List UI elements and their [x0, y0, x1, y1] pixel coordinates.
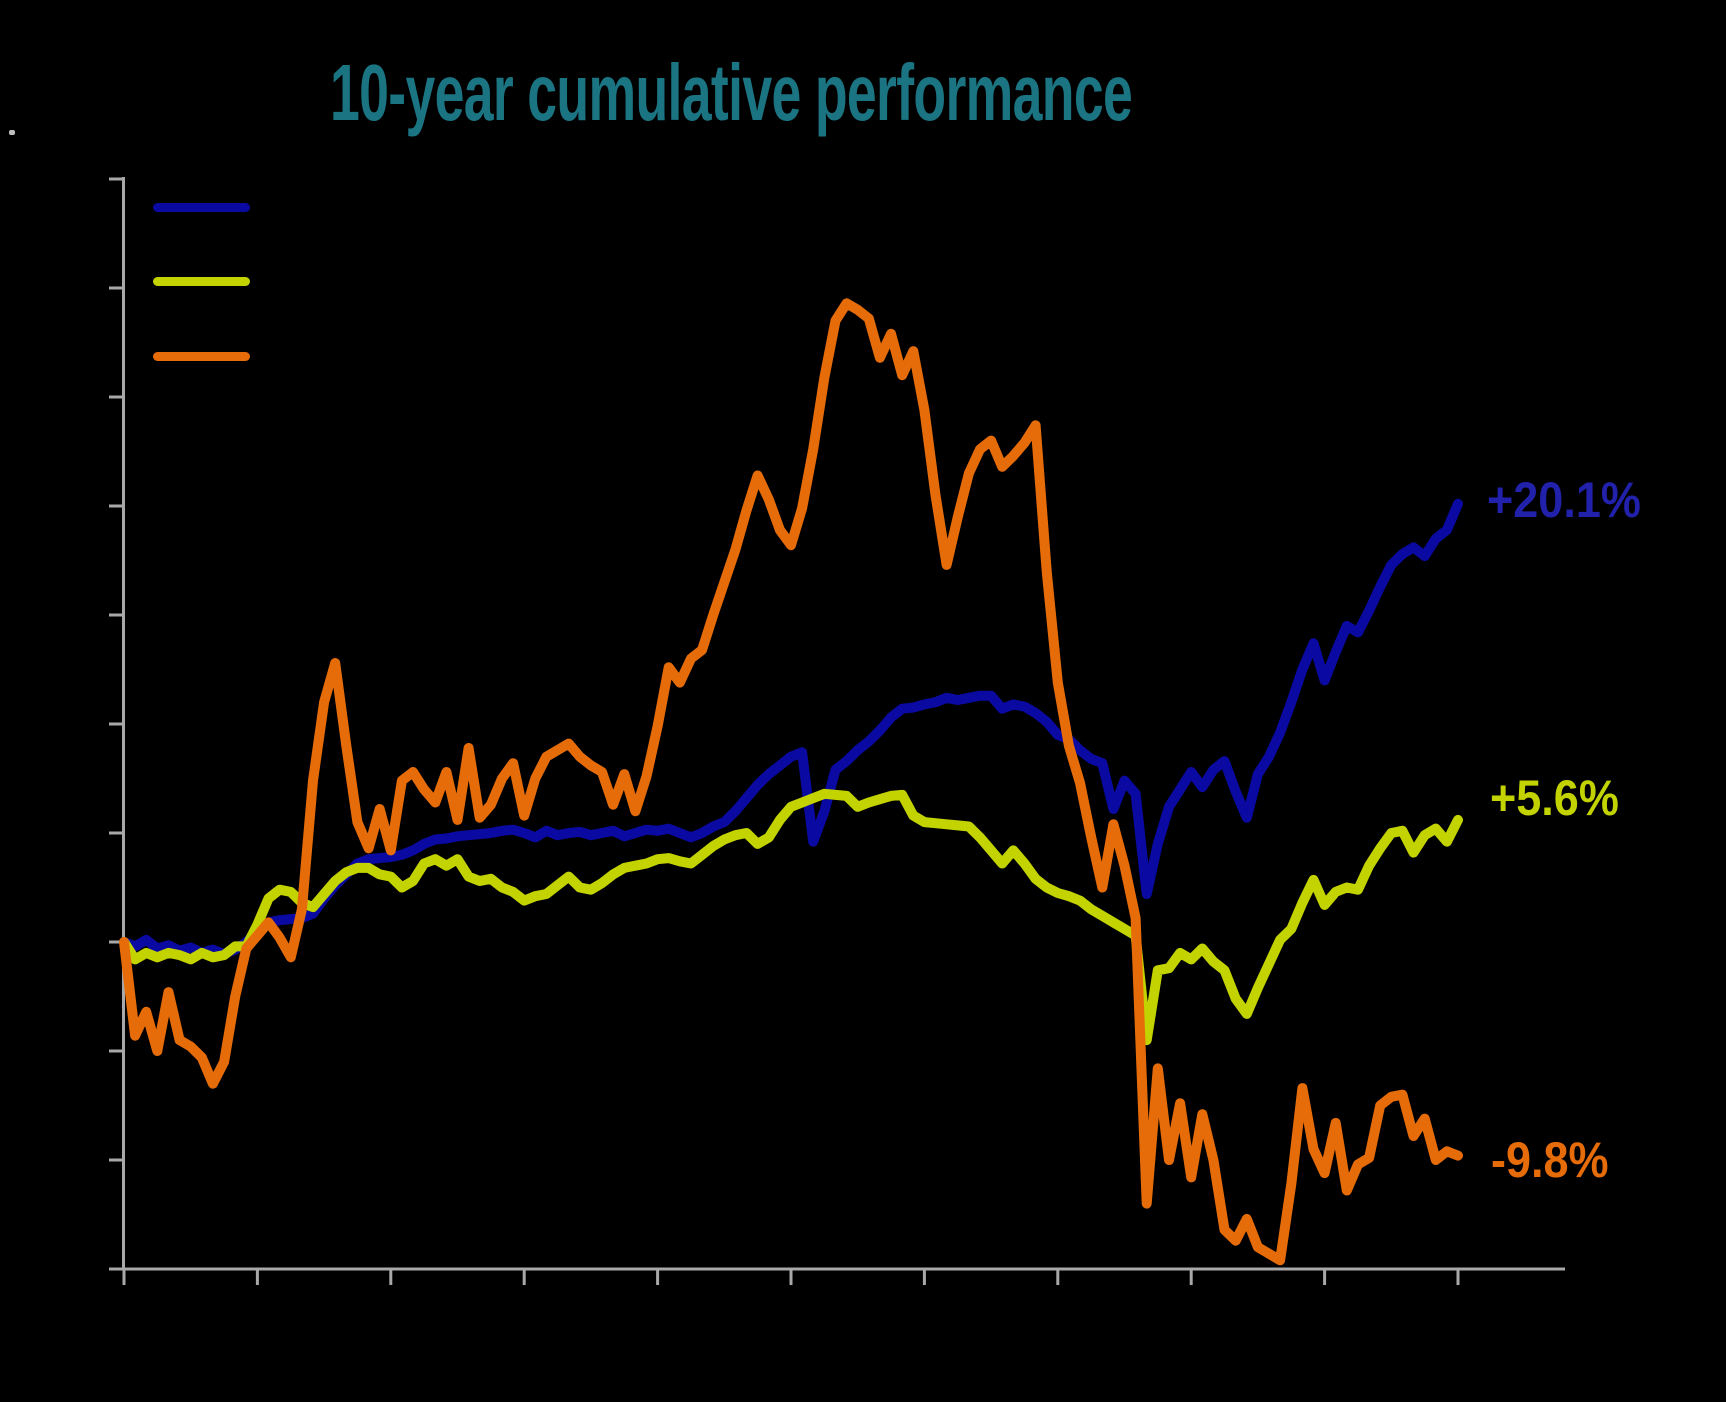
end-label-navy: +20.1% [1487, 472, 1641, 528]
chart-title: 10-year cumulative performance [330, 48, 1133, 137]
chartreuse-line [119, 788, 1463, 1046]
legend-swatch-chartreuse [153, 277, 250, 286]
legend-swatch-orange [153, 352, 250, 361]
end-label-chartreuse: +5.6% [1490, 770, 1619, 826]
orange-line [119, 298, 1463, 1266]
legend-swatch-navy [153, 203, 250, 212]
end-label-orange: -9.8% [1491, 1132, 1609, 1188]
stray-mark [9, 130, 15, 135]
